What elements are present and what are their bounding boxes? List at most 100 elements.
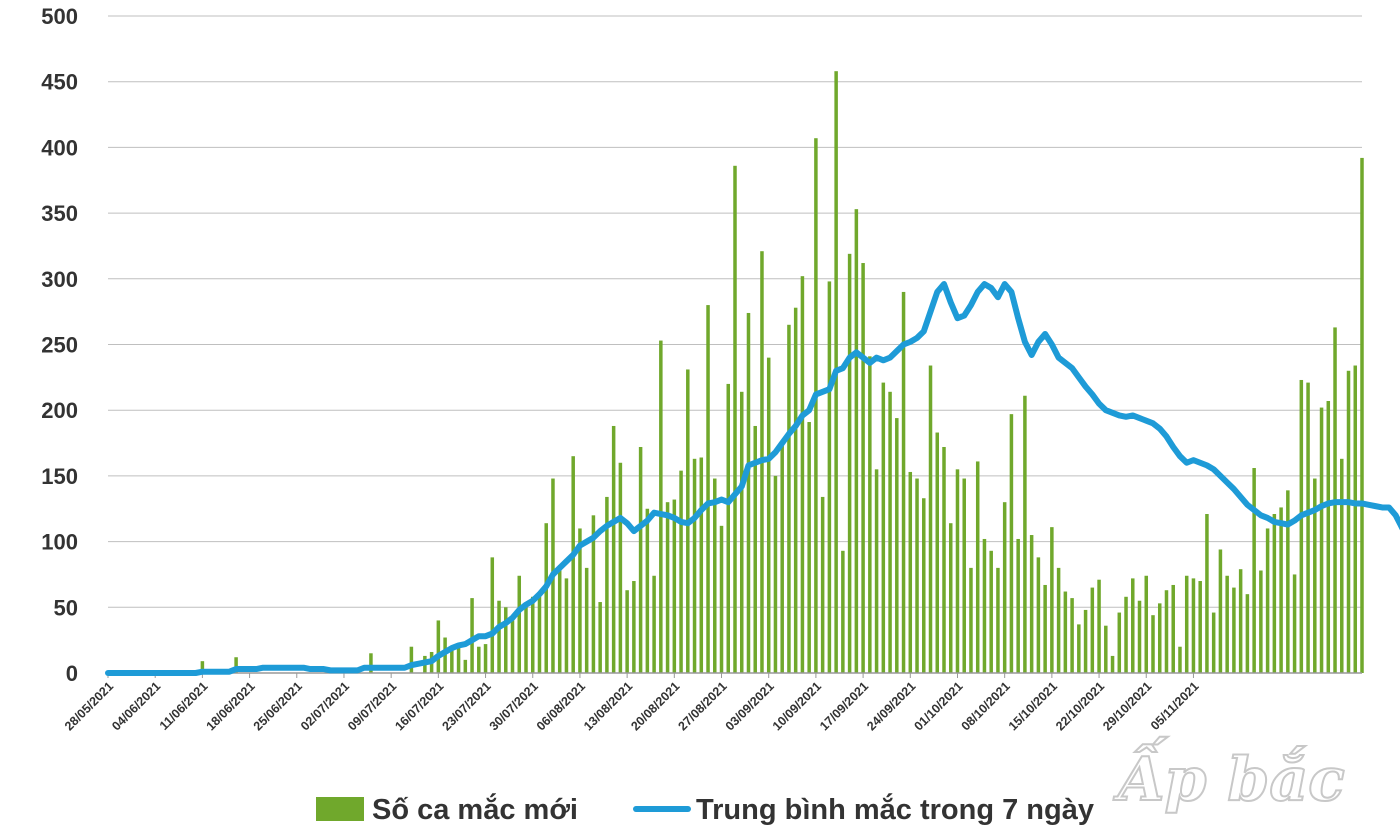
x-tick-label: 15/10/2021 [1006, 679, 1060, 733]
bar [1259, 570, 1263, 673]
bar [632, 581, 636, 673]
bar [766, 357, 771, 673]
y-tick-label: 450 [41, 70, 78, 95]
bar [1346, 370, 1351, 673]
bar [584, 567, 589, 673]
bar [537, 594, 542, 673]
bar [854, 209, 859, 673]
bar [1178, 646, 1182, 673]
bar [672, 499, 677, 673]
bar [1036, 557, 1041, 673]
bar [1023, 395, 1027, 673]
moving-average-line [105, 281, 1400, 676]
bar [369, 653, 373, 673]
x-tick-label: 20/08/2021 [628, 679, 682, 733]
bar [1171, 584, 1175, 673]
bar [1104, 625, 1108, 673]
x-tick-label: 16/07/2021 [392, 679, 446, 733]
bar [881, 382, 886, 673]
bar [544, 523, 548, 673]
bar [456, 646, 461, 673]
x-tick-label: 13/08/2021 [581, 679, 635, 733]
x-tick-label: 28/05/2021 [62, 679, 116, 733]
bar [1164, 590, 1169, 673]
bar [1279, 507, 1283, 673]
bar [868, 356, 872, 673]
bar [733, 165, 737, 673]
bar [908, 471, 913, 673]
bar [1151, 615, 1155, 673]
bar [1265, 528, 1270, 673]
bar [820, 496, 825, 673]
bar [699, 457, 704, 673]
bar [780, 444, 784, 673]
bar [935, 432, 940, 673]
bar [793, 307, 798, 673]
y-tick-label: 500 [41, 4, 78, 29]
y-tick-label: 350 [41, 201, 78, 226]
bar [611, 425, 616, 673]
bar [692, 458, 697, 673]
bar [1326, 401, 1331, 673]
bar [645, 508, 650, 673]
bar [524, 604, 528, 673]
bar [436, 620, 441, 673]
x-tick-label: 29/10/2021 [1100, 679, 1154, 733]
bar [517, 575, 522, 673]
bar [895, 418, 899, 673]
bar [800, 276, 805, 673]
bar [1218, 549, 1223, 673]
bar [874, 469, 879, 673]
bar [1360, 157, 1364, 674]
y-tick-label: 50 [54, 595, 78, 620]
legend-line-label: Trung bình mắc trong 7 ngày [696, 792, 1094, 826]
legend: Số ca mắc mới Trung bình mắc trong 7 ngà… [316, 792, 1094, 826]
bar [814, 138, 818, 673]
bar [955, 469, 960, 673]
bar [989, 550, 993, 673]
bar [1232, 587, 1236, 673]
bar [1353, 365, 1358, 673]
bar [598, 602, 602, 673]
bar [477, 646, 481, 673]
bar [982, 538, 987, 673]
bar [996, 567, 1000, 673]
bar [719, 525, 724, 673]
legend-bar-swatch [316, 797, 364, 821]
bar [665, 502, 670, 673]
bar [470, 598, 474, 673]
bar [1077, 624, 1081, 673]
bar [1340, 458, 1344, 673]
bar [1299, 379, 1304, 673]
bar [530, 596, 535, 673]
bar [787, 324, 791, 673]
bar [962, 478, 966, 673]
bar [1110, 655, 1115, 673]
bar [1131, 578, 1135, 673]
bar [739, 391, 744, 673]
bar [450, 646, 454, 673]
bar [928, 365, 933, 673]
bar [1097, 579, 1101, 673]
x-tick-label: 08/10/2021 [959, 679, 1013, 733]
x-tick-label: 01/10/2021 [911, 679, 965, 733]
bar [942, 446, 946, 673]
bar [200, 661, 205, 673]
bar [497, 600, 501, 673]
bar [1070, 598, 1074, 673]
x-tick-label: 18/06/2021 [204, 679, 258, 733]
bar [1029, 535, 1034, 673]
bar [1225, 575, 1229, 673]
bar [969, 567, 973, 673]
bar [618, 462, 623, 673]
bar [1292, 574, 1297, 673]
bar [659, 340, 663, 673]
x-tick-label: 17/09/2021 [817, 679, 871, 733]
x-tick-label: 23/07/2021 [440, 679, 494, 733]
bar [1306, 382, 1310, 673]
bar [1272, 514, 1277, 673]
bar [922, 498, 926, 673]
x-tick-label: 02/07/2021 [298, 679, 352, 733]
x-tick-label: 27/08/2021 [675, 679, 729, 733]
